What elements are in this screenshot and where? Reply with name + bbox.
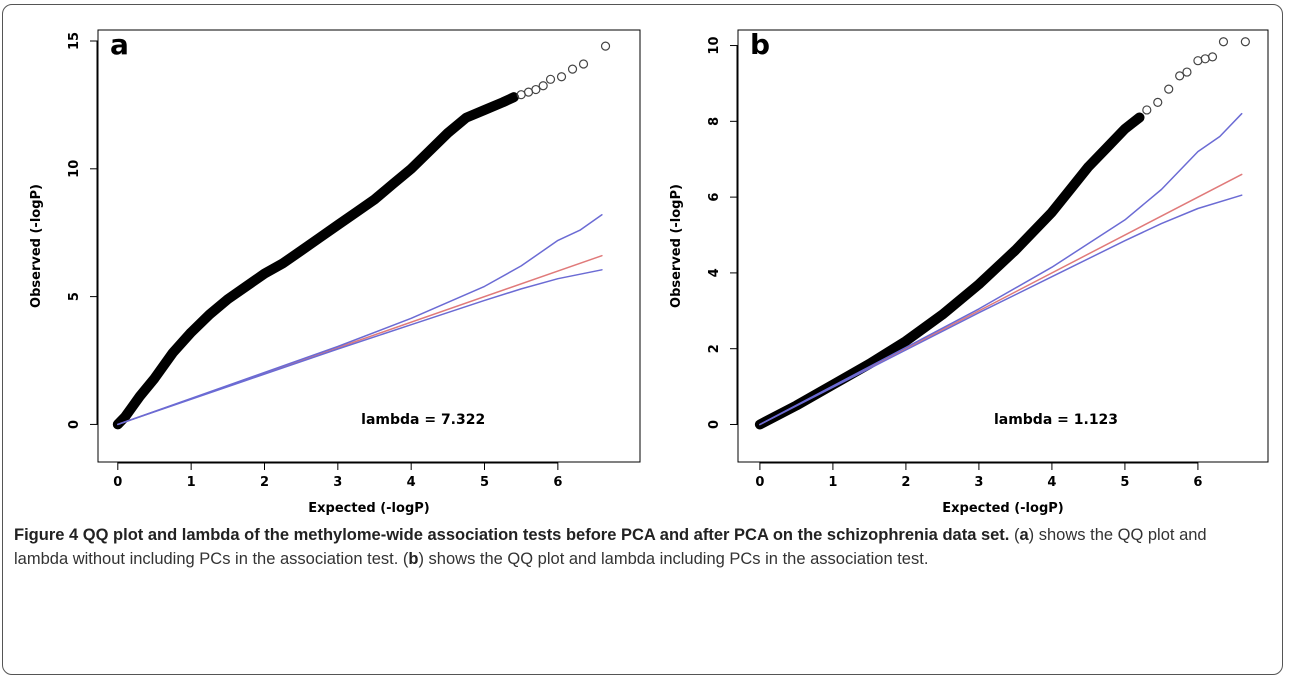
y-axis-label: Observed (-logP) — [669, 184, 684, 308]
y-tick-label: 5 — [67, 292, 82, 301]
reference-line — [117, 214, 603, 426]
panel-label: a — [110, 28, 129, 61]
x-tick-label: 1 — [828, 475, 837, 490]
outlier-point — [1182, 67, 1192, 77]
reference-line — [759, 112, 1243, 426]
x-tick-label: 0 — [113, 475, 122, 490]
annotation: lambda = 1.123 — [994, 412, 1118, 428]
plot-box — [97, 29, 641, 463]
outlier-point — [1207, 52, 1218, 62]
x-tick-label: 2 — [901, 475, 910, 490]
y-tick-label: 6 — [707, 193, 722, 202]
x-tick-label: 2 — [260, 475, 269, 490]
caption: Figure 4 QQ plot and lambda of the methy… — [14, 523, 1254, 571]
y-tick-label: 10 — [67, 160, 82, 178]
y-tick-label: 0 — [67, 420, 82, 429]
x-tick-label: 1 — [187, 475, 196, 490]
y-tick-label: 0 — [707, 420, 722, 429]
x-tick-label: 6 — [553, 475, 562, 490]
caption-ref: b — [408, 550, 419, 568]
y-tick-label: 4 — [707, 268, 722, 277]
x-tick-label: 3 — [974, 475, 983, 490]
x-tick-label: 4 — [1047, 475, 1056, 490]
outlier-point — [1175, 71, 1185, 81]
y-tick-label: 2 — [707, 344, 722, 353]
panel-label: b — [750, 28, 770, 61]
outlier-point — [1153, 97, 1163, 107]
outlier-point — [531, 84, 541, 95]
outlier-point — [545, 74, 556, 84]
caption-label: Figure 4 — [14, 526, 79, 544]
caption-text: ( — [1013, 526, 1020, 544]
y-tick-label: 10 — [707, 36, 722, 54]
x-axis-label: Expected (-logP) — [942, 501, 1063, 516]
observed-points — [112, 92, 519, 430]
reference-line — [759, 194, 1243, 426]
caption-title: QQ plot and lambda of the methylome-wide… — [82, 526, 1010, 544]
outlier-point — [600, 41, 611, 51]
x-tick-label: 0 — [755, 475, 764, 490]
caption-body: (a) shows the QQ plot and lambda without… — [14, 526, 1207, 568]
reference-line — [117, 269, 603, 426]
x-tick-label: 3 — [333, 475, 342, 490]
observed-points — [754, 112, 1145, 430]
outlier-point — [578, 59, 589, 69]
outlier-point — [556, 72, 567, 82]
outlier-point — [1142, 105, 1152, 115]
plot-box — [737, 29, 1269, 463]
y-axis-label: Observed (-logP) — [29, 184, 44, 308]
outlier-point — [1218, 37, 1229, 47]
x-axis-label: Expected (-logP) — [308, 501, 429, 516]
x-tick-label: 5 — [1120, 475, 1129, 490]
x-tick-label: 6 — [1193, 475, 1202, 490]
figure-frame — [2, 4, 1283, 675]
outlier-point — [538, 81, 548, 91]
x-tick-label: 5 — [480, 475, 489, 490]
y-tick-label: 15 — [67, 32, 82, 50]
outlier-point — [1164, 84, 1174, 94]
caption-text: ) shows the QQ plot and lambda without i… — [14, 526, 1207, 568]
outlier-point — [1240, 37, 1250, 47]
x-tick-label: 4 — [407, 475, 416, 490]
y-tick-label: 8 — [707, 117, 722, 126]
outlier-point — [567, 64, 578, 74]
caption-text: ) shows the QQ plot and lambda including… — [418, 550, 929, 568]
caption-ref: a — [1019, 526, 1029, 544]
annotation: lambda = 7.322 — [361, 412, 485, 428]
